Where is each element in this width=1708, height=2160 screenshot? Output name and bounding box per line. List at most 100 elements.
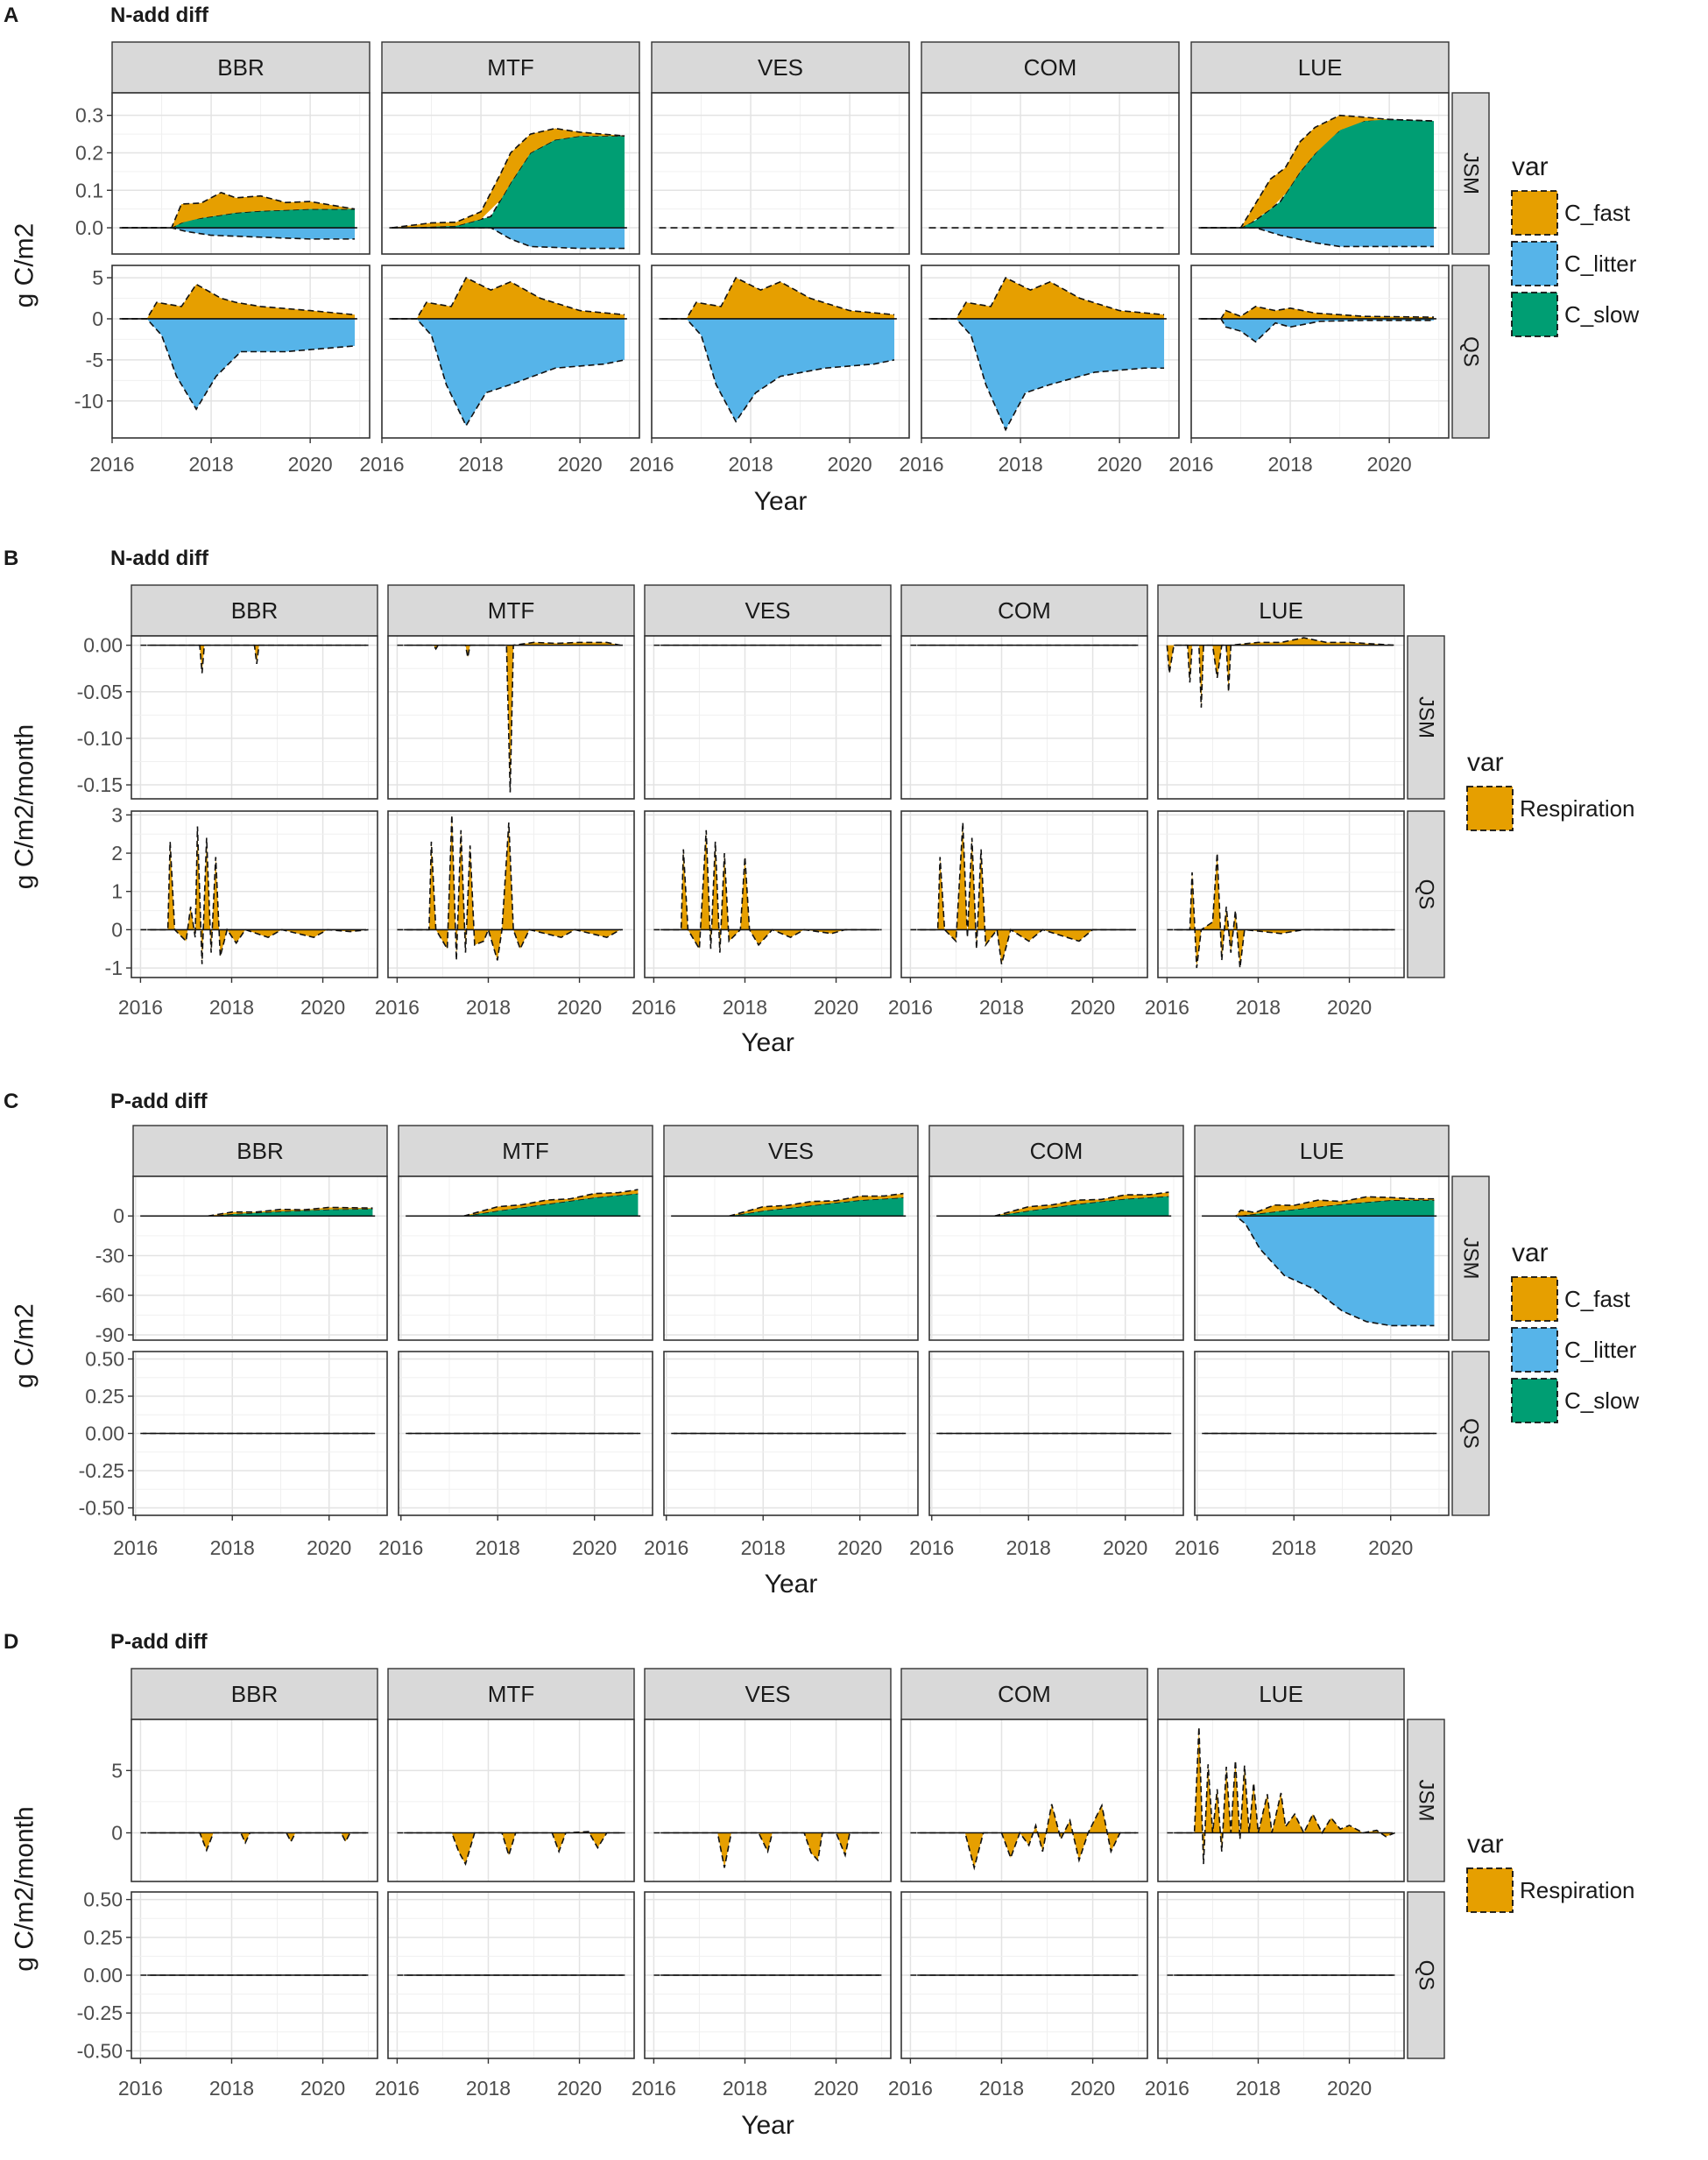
plot-mtf-jsm: [398, 1175, 653, 1341]
series-area-c-slow: [122, 208, 356, 229]
row-strip-box: [1451, 92, 1490, 255]
plot-border: [398, 1351, 653, 1516]
plot-border: [398, 1175, 653, 1341]
x-tick-label: 2016: [375, 2077, 420, 2100]
y-tick-label: -5: [86, 349, 103, 371]
row-strip-qs: QS: [1451, 265, 1490, 439]
x-axis-title: Year: [765, 1570, 818, 1599]
x-tick-label: 2016: [632, 996, 676, 1019]
x-tick-label: 2020: [557, 2077, 602, 2100]
plot-bbr-qs: 3 2 1 0 -1 2016 2018 2020: [105, 803, 378, 1019]
series-outline-c-litter: [661, 318, 895, 423]
facet-lue: LUE 2016 2018 2020: [1145, 584, 1405, 1019]
facet-lue: LUE 2016 2018 2020: [1168, 41, 1450, 476]
site-strip-label: LUE: [1300, 1138, 1345, 1164]
row-strip-box: [1407, 1891, 1445, 2059]
x-tick-label: 2016: [629, 453, 674, 476]
series-outline-c-litter: [1201, 227, 1435, 248]
plot-area: [131, 1719, 378, 1881]
x-tick-label: 2016: [113, 1536, 158, 1559]
panel-title: P-add diff: [110, 1090, 208, 1113]
series-area-c-fast: [122, 284, 356, 319]
y-tick-label: 0.0: [75, 216, 103, 239]
plot-area: [645, 636, 891, 799]
x-tick-label: 2020: [814, 996, 858, 1019]
legend: var C_fast C_litter C_slow: [1511, 152, 1639, 337]
plot-border: [921, 92, 1180, 255]
series-outline-c-fast: [1201, 306, 1435, 320]
plot-ves-qs: 2016 2018 2020: [632, 1891, 892, 2100]
plot-bbr-qs: 0.50 0.25 0.00 -0.25 -0.50 2016 2018 2020: [77, 1888, 378, 2100]
plot-ves-jsm: [644, 1719, 892, 1882]
plot-border: [900, 1891, 1148, 2059]
panel-letter: D: [4, 1630, 18, 1654]
x-tick-label: 2020: [837, 1536, 882, 1559]
plot-border: [131, 810, 378, 978]
plot-lue-jsm: [1194, 1175, 1450, 1341]
plot-border: [1157, 1719, 1405, 1882]
x-tick-label: 2020: [1367, 453, 1412, 476]
site-strip-label: BBR: [231, 1681, 278, 1707]
series-area-c-slow: [1202, 1200, 1435, 1217]
x-tick-label: 2020: [1070, 2077, 1115, 2100]
facet-com: COM 2016 2018 2020: [909, 1125, 1184, 1559]
plot-border: [651, 92, 910, 255]
plot-border: [644, 1719, 892, 1882]
x-axis-title: Year: [741, 2111, 794, 2140]
site-strip: [131, 584, 378, 637]
legend-key-c-fast: [1511, 190, 1558, 236]
facet-lue: LUE 2016 2018 2020: [1145, 1668, 1405, 2100]
legend-key-respiration: [1466, 1867, 1514, 1913]
x-tick-label: 2020: [1327, 2077, 1372, 2100]
plot-ves-qs: 2016 2018 2020: [632, 810, 892, 1019]
y-tick-label: 1: [111, 880, 123, 903]
y-tick-label: 0.2: [75, 141, 103, 164]
x-tick-label: 2018: [188, 453, 233, 476]
y-tick-label: 0.00: [85, 1422, 124, 1445]
plot-border: [387, 1719, 635, 1882]
plot-border: [644, 635, 892, 800]
series-outline-respiration: [140, 826, 369, 964]
x-tick-label: 2020: [1368, 1536, 1413, 1559]
series-area-c-litter: [392, 318, 625, 426]
series-outline-respiration: [653, 829, 882, 953]
site-strip-label: COM: [998, 1681, 1051, 1707]
plot-lue-jsm: [1157, 635, 1405, 800]
series-area-c-fast: [392, 278, 625, 319]
y-tick-label: 0: [92, 307, 103, 330]
series-outline-c-fast: [406, 1189, 639, 1218]
series-area-c-litter: [931, 318, 1165, 430]
site-strip-label: MTF: [487, 54, 533, 81]
site-strip: [398, 1125, 653, 1177]
y-tick-label: 2: [111, 842, 123, 865]
plot-border: [900, 810, 1148, 978]
x-tick-label: 2018: [1272, 1536, 1316, 1559]
row-strip-label: QS: [1459, 1418, 1483, 1449]
series-outline-respiration: [1167, 852, 1395, 969]
y-tick-label: 0.3: [75, 104, 103, 127]
series-outline-respiration: [397, 815, 621, 961]
series-area-c-slow: [936, 1196, 1169, 1217]
series-area-c-slow: [1201, 118, 1435, 229]
x-tick-label: 2018: [1236, 996, 1281, 1019]
site-strip: [928, 1125, 1184, 1177]
x-tick-label: 2016: [359, 453, 404, 476]
plot-border: [928, 1351, 1184, 1516]
x-tick-label: 2016: [888, 2077, 933, 2100]
y-tick-label: -0.50: [77, 2039, 123, 2062]
row-strip-label: JSM: [1415, 696, 1438, 738]
site-strip: [651, 41, 910, 94]
x-tick-label: 2018: [466, 2077, 511, 2100]
plot-com-jsm: [928, 1175, 1184, 1341]
site-strip-label: MTF: [488, 597, 534, 624]
plot-border: [1157, 1891, 1405, 2059]
series-outline-c-fast: [661, 277, 895, 320]
plot-bbr-jsm: 0.3 0.2 0.1 0.0: [75, 92, 371, 255]
series-area-respiration: [140, 1832, 369, 1851]
row-strip-qs: QS: [1407, 1891, 1445, 2059]
facet-ves: VES 2016 2018 2020: [632, 584, 892, 1019]
y-tick-label: -0.05: [77, 681, 123, 703]
facet-com: COM 2016 2018 2020: [888, 584, 1148, 1019]
legend: var Respiration: [1466, 748, 1635, 831]
